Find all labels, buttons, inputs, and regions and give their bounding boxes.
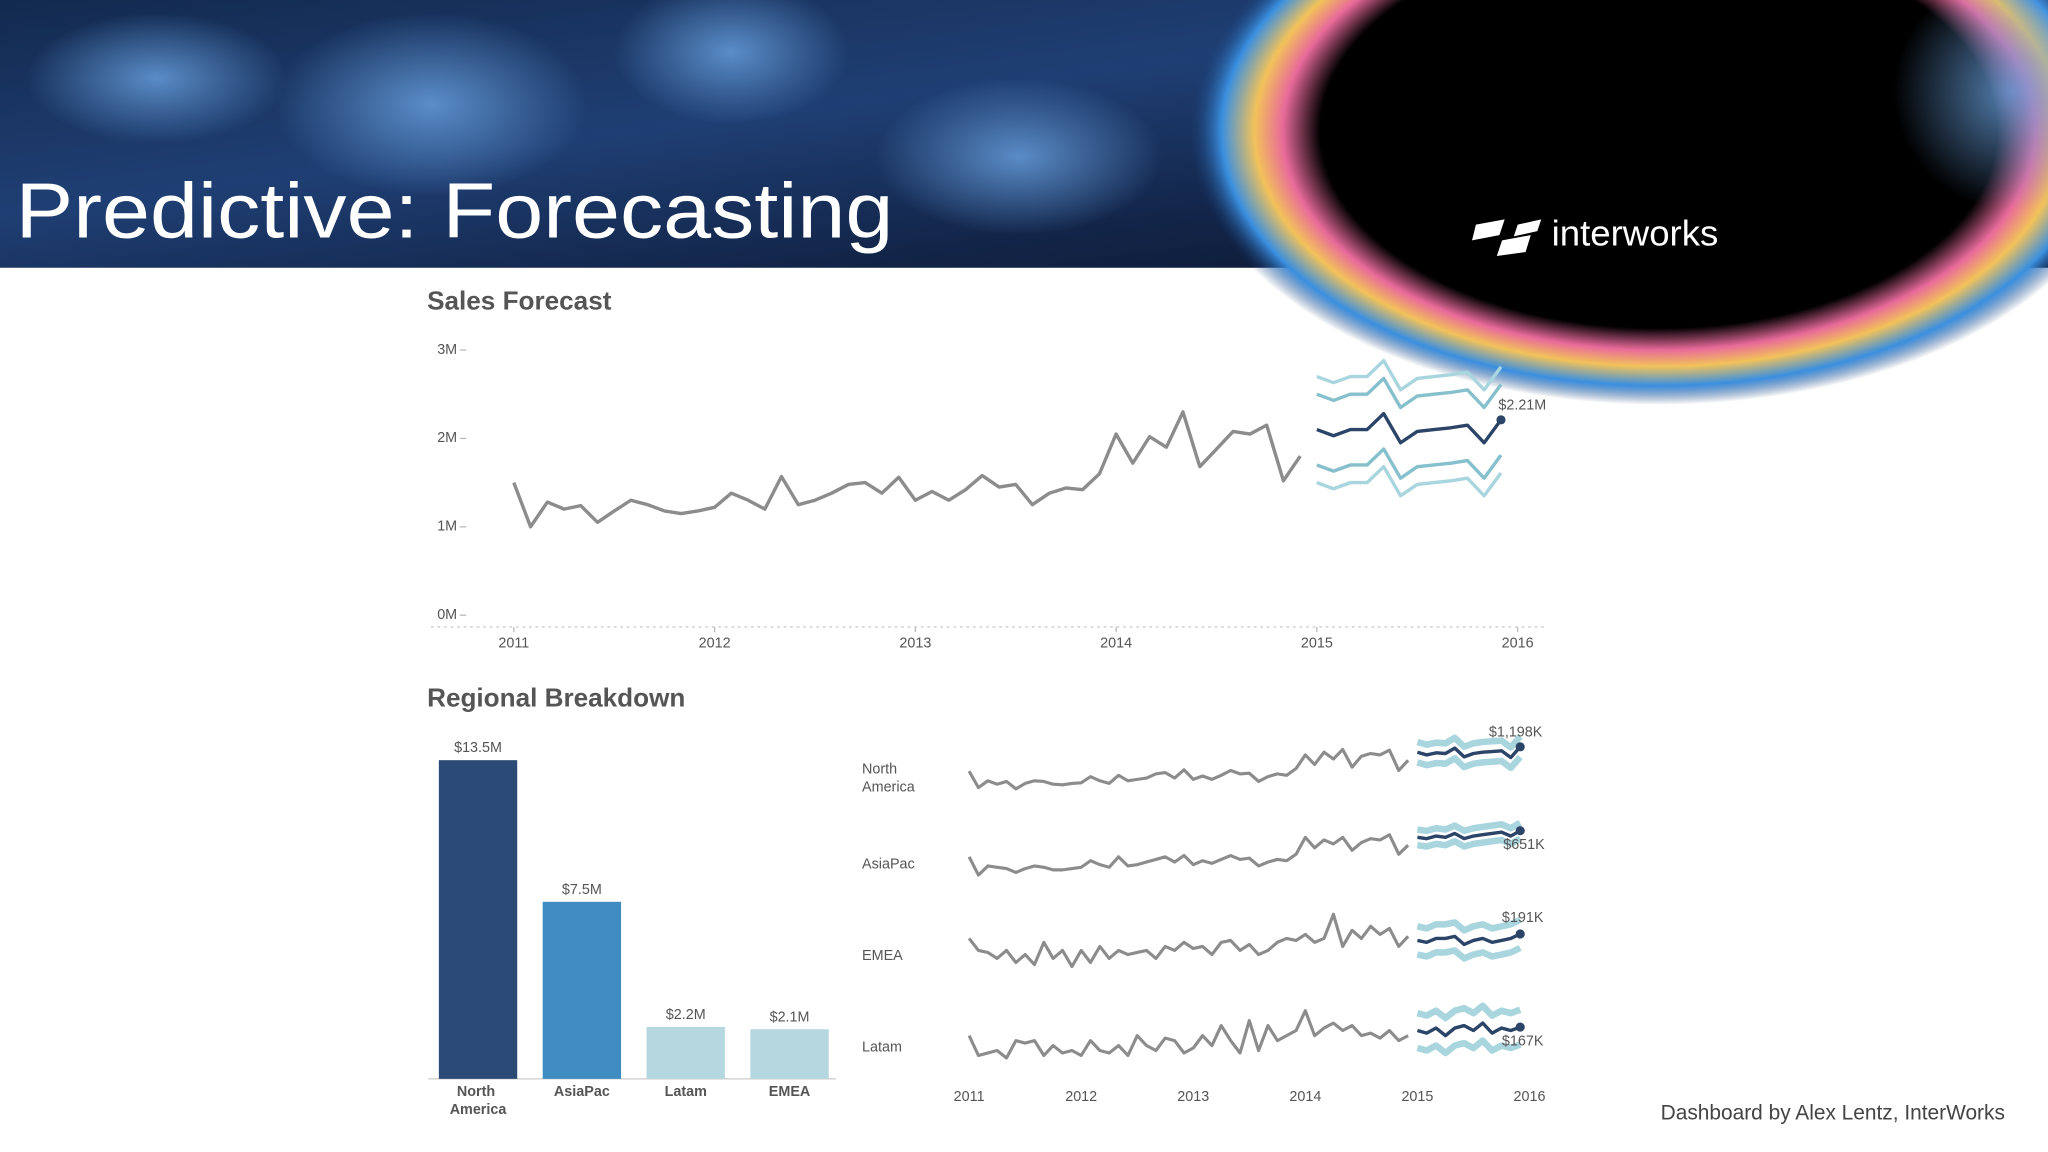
y-tick-label: 1M bbox=[437, 519, 457, 535]
line-series bbox=[1416, 734, 1523, 751]
line-series bbox=[1316, 447, 1503, 480]
line-series bbox=[967, 747, 1410, 791]
line-series bbox=[1417, 829, 1522, 841]
point-marker bbox=[1515, 929, 1525, 939]
value-label: $2.2M bbox=[666, 1007, 706, 1023]
line-series bbox=[1316, 411, 1503, 445]
banner: Predictive: Forecasting interworks bbox=[0, 0, 2048, 405]
line-series bbox=[967, 912, 1410, 969]
bar bbox=[438, 760, 518, 1079]
line-series bbox=[1416, 820, 1522, 835]
chart-title: Sales Forecast bbox=[427, 286, 612, 316]
x-tick-label: 2012 bbox=[1065, 1089, 1097, 1105]
line-series bbox=[1416, 1021, 1521, 1038]
chart-title: Regional Breakdown bbox=[427, 683, 685, 713]
x-tick-label: North America bbox=[450, 1084, 508, 1118]
row-label: EMEA bbox=[862, 948, 903, 964]
row-label: Latam bbox=[862, 1039, 902, 1055]
banner-fractal bbox=[1188, 0, 2048, 405]
slide-title: Predictive: Forecasting bbox=[16, 167, 894, 255]
point-marker bbox=[1515, 742, 1525, 752]
banner-texture bbox=[875, 78, 1163, 236]
x-tick-label: Latam bbox=[665, 1084, 707, 1100]
value-label: $13.5M bbox=[454, 740, 502, 756]
logo-mark bbox=[1472, 219, 1505, 241]
line-series bbox=[1316, 464, 1503, 498]
line-series bbox=[1316, 376, 1503, 410]
line-series bbox=[1416, 1037, 1522, 1057]
value-label: $7.5M bbox=[562, 882, 602, 898]
line-series bbox=[1416, 745, 1522, 760]
bar bbox=[646, 1026, 725, 1079]
value-label: $2.1M bbox=[770, 1009, 810, 1025]
x-tick-label: EMEA bbox=[769, 1084, 811, 1100]
x-tick-label: 2012 bbox=[699, 636, 731, 652]
x-tick-label: 2015 bbox=[1401, 1089, 1433, 1105]
line-series bbox=[512, 410, 1302, 529]
x-tick-label: 2013 bbox=[1177, 1089, 1209, 1105]
logo-mark bbox=[1513, 219, 1542, 237]
point-marker bbox=[1515, 826, 1525, 836]
footer-credit: Dashboard by Alex Lentz, InterWorks bbox=[1661, 1101, 2005, 1124]
x-tick-label: 2014 bbox=[1100, 636, 1132, 652]
banner-texture bbox=[613, 0, 849, 125]
line-series bbox=[1416, 916, 1522, 934]
line-series bbox=[1416, 945, 1522, 962]
logo-text: interworks bbox=[1552, 213, 1719, 254]
y-tick-label: 0M bbox=[437, 607, 457, 623]
line-series bbox=[967, 1009, 1409, 1060]
x-tick-label: 2016 bbox=[1502, 636, 1534, 652]
y-tick-label: 2M bbox=[437, 430, 457, 446]
line-series bbox=[1416, 754, 1523, 772]
x-tick-label: 2014 bbox=[1289, 1089, 1321, 1105]
line-series bbox=[1416, 1002, 1522, 1022]
point-marker bbox=[1496, 415, 1506, 425]
banner-texture bbox=[274, 13, 588, 196]
logo-mark bbox=[1496, 235, 1531, 256]
value-label: $191K bbox=[1502, 910, 1544, 926]
row-label: North America bbox=[862, 761, 915, 795]
banner-texture bbox=[1893, 0, 2048, 209]
x-tick-label: 2011 bbox=[498, 636, 529, 652]
x-tick-label: 2013 bbox=[899, 636, 931, 652]
line-series bbox=[1416, 835, 1522, 850]
x-tick-label: 2016 bbox=[1514, 1089, 1546, 1105]
point-marker bbox=[1515, 1022, 1525, 1032]
line-series bbox=[1316, 358, 1503, 392]
bar bbox=[750, 1029, 829, 1079]
banner-texture bbox=[26, 13, 288, 144]
line-series bbox=[967, 833, 1410, 877]
x-tick-label: 2015 bbox=[1301, 636, 1333, 652]
value-label: $1,198K bbox=[1489, 724, 1543, 740]
value-label: $2.21M bbox=[1498, 397, 1546, 413]
value-label: $167K bbox=[1502, 1033, 1544, 1049]
bar bbox=[542, 901, 622, 1079]
line-series bbox=[1417, 932, 1521, 947]
row-label: AsiaPac bbox=[862, 856, 915, 872]
x-tick-label: 2011 bbox=[954, 1089, 985, 1105]
x-tick-label: AsiaPac bbox=[554, 1084, 610, 1100]
y-tick-label: 3M bbox=[437, 342, 457, 358]
value-label: $651K bbox=[1503, 837, 1545, 853]
